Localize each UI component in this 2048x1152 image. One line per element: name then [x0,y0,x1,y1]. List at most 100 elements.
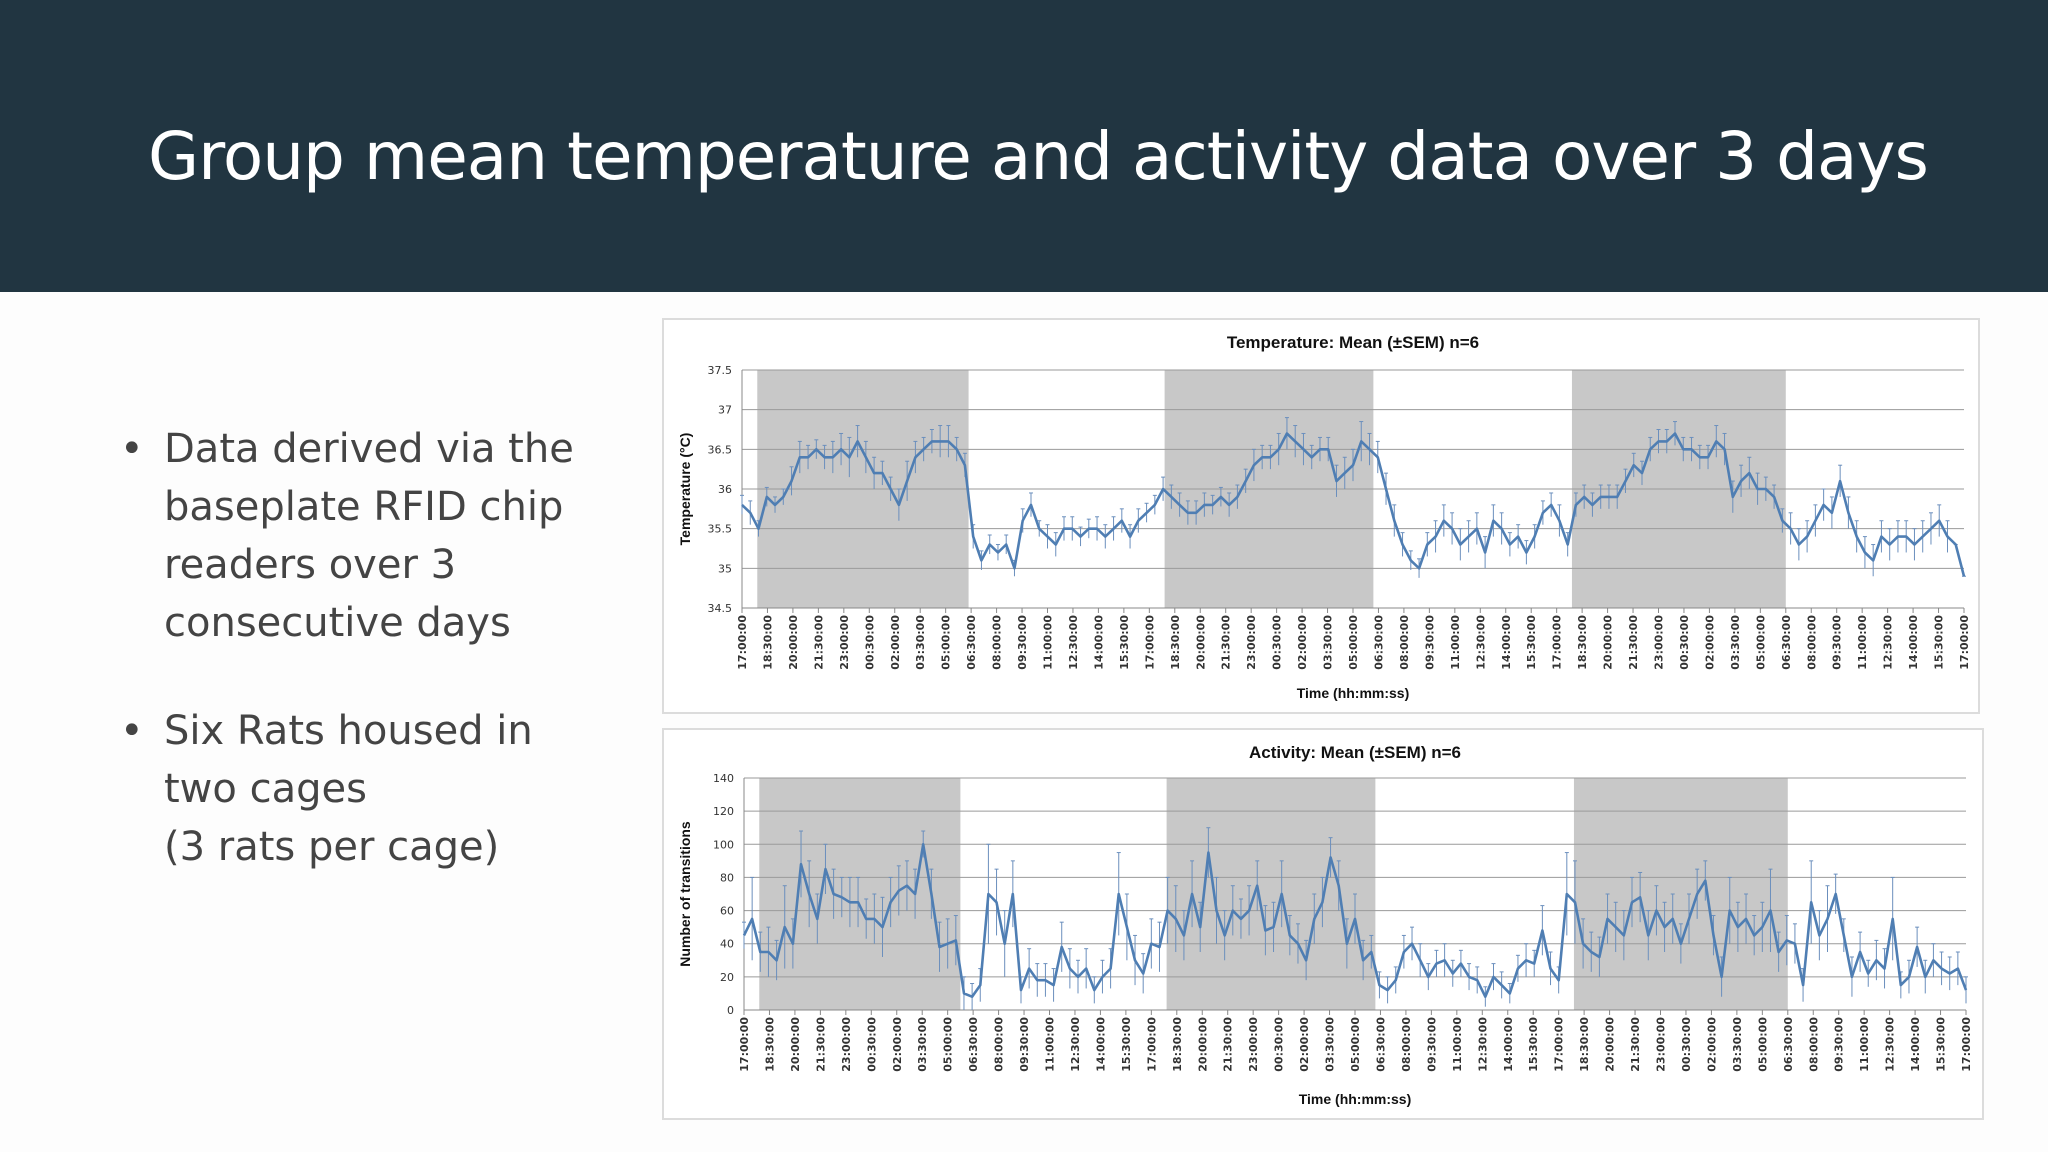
x-tick-label: 15:30:00 [1933,615,1946,670]
bullet-marker: • [120,708,144,754]
x-tick-label: 00:30:00 [1678,615,1691,670]
y-tick-label: 80 [720,871,734,884]
y-tick-label: 35.5 [708,523,733,536]
x-axis-label: Time (hh:mm:ss) [1299,1091,1412,1107]
x-tick-label: 11:00:00 [1449,615,1462,670]
x-tick-label: 06:30:00 [967,1017,980,1072]
x-tick-label: 02:00:00 [891,1017,904,1072]
x-tick-label: 05:00:00 [1347,615,1360,670]
x-tick-label: 17:00:00 [1958,615,1971,670]
x-tick-label: 06:30:00 [965,615,978,670]
bullet-text: Six Rats housed in two cages (3 rats per… [164,708,533,870]
x-tick-label: 11:00:00 [1042,615,1055,670]
x-tick-label: 00:30:00 [1271,615,1284,670]
x-tick-label: 11:00:00 [1044,1017,1057,1072]
x-tick-label: 05:00:00 [1349,1017,1362,1072]
y-axis-label: Number of transitions [677,821,693,967]
x-tick-label: 08:00:00 [991,615,1004,670]
y-tick-label: 120 [713,805,734,818]
x-tick-label: 14:00:00 [1907,615,1920,670]
x-tick-label: 11:00:00 [1858,1017,1871,1072]
x-tick-label: 23:00:00 [1247,1017,1260,1072]
y-tick-label: 36 [718,483,732,496]
x-tick-label: 17:00:00 [1143,615,1156,670]
x-tick-label: 17:00:00 [736,615,749,670]
chart-title: Activity: Mean (±SEM) n=6 [1249,743,1461,762]
x-tick-label: 09:30:00 [1018,1017,1031,1072]
x-tick-label: 23:00:00 [840,1017,853,1072]
x-tick-label: 18:30:00 [1169,615,1182,670]
x-tick-label: 12:30:00 [1069,1017,1082,1072]
bullet-item: • Six Rats housed in two cages (3 rats pe… [120,702,580,876]
x-tick-label: 12:30:00 [1067,615,1080,670]
x-tick-label: 20:00:00 [787,615,800,670]
x-tick-label: 00:30:00 [865,1017,878,1072]
x-tick-label: 09:30:00 [1423,615,1436,670]
activity-chart-panel: 0 20 40 60 80 100 120 140 17:00:00 18:30:00 20:00:… [662,728,1984,1120]
x-tick-label: 11:00:00 [1451,1017,1464,1072]
x-tick-label: 21:30:00 [1220,615,1233,670]
y-tick-label: 0 [727,1004,734,1017]
x-tick-label: 03:30:00 [914,615,927,670]
x-tick-label: 05:00:00 [942,1017,955,1072]
x-tick-label: 12:30:00 [1474,615,1487,670]
x-tick-label: 06:30:00 [1782,1017,1795,1072]
x-tick-label: 03:30:00 [1731,1017,1744,1072]
x-tick-label: 17:00:00 [1553,1017,1566,1072]
x-tick-label: 15:30:00 [1118,615,1131,670]
x-tick-label: 03:30:00 [916,1017,929,1072]
x-tick-label: 18:30:00 [1578,1017,1591,1072]
x-tick-label: 08:00:00 [1398,615,1411,670]
x-tick-label: 06:30:00 [1372,615,1385,670]
bullet-text: Data derived via the baseplate RFID chip… [164,426,574,646]
x-tick-label: 02:00:00 [1705,1017,1718,1072]
x-tick-label: 17:00:00 [1145,1017,1158,1072]
series-line [742,843,1968,998]
title-banner [0,0,2048,292]
x-tick-label: 17:00:00 [1960,1017,1973,1072]
x-tick-label: 05:00:00 [1754,615,1767,670]
x-tick-label: 14:00:00 [1094,1017,1107,1072]
y-tick-label: 140 [713,772,734,785]
x-tick-label: 20:00:00 [1194,615,1207,670]
x-tick-label: 18:30:00 [1171,1017,1184,1072]
temperature-chart: 34.5 35 35.5 36 36.5 37 37.5 17:00:00 18:30:00 20… [677,333,1971,701]
x-tick-label: 21:30:00 [814,1017,827,1072]
x-tick-label: 15:30:00 [1525,615,1538,670]
x-tick-label: 08:00:00 [1807,1017,1820,1072]
chart-title: Temperature: Mean (±SEM) n=6 [1227,333,1479,352]
x-tick-label: 02:00:00 [1703,615,1716,670]
activity-chart: 0 20 40 60 80 100 120 140 17:00:00 18:30:00 20:00:… [677,743,1973,1107]
x-tick-label: 02:00:00 [889,615,902,670]
x-axis-label: Time (hh:mm:ss) [1297,685,1410,701]
x-tick-label: 00:30:00 [1680,1017,1693,1072]
x-tick-label: 23:00:00 [1245,615,1258,670]
x-tick-label: 08:00:00 [1400,1017,1413,1072]
dark-period-shading [759,778,961,1010]
x-tick-label: 14:00:00 [1502,1017,1515,1072]
x-tick-label: 12:30:00 [1884,1017,1897,1072]
x-tick-label: 03:30:00 [1322,615,1335,670]
y-tick-label: 34.5 [708,602,733,615]
x-tick-label: 21:30:00 [1629,1017,1642,1072]
y-tick-label: 20 [720,971,734,984]
x-tick-label: 09:30:00 [1425,1017,1438,1072]
x-tick-label: 05:00:00 [940,615,953,670]
y-axis-label: Temperature (°C) [677,433,693,546]
x-tick-label: 09:30:00 [1016,615,1029,670]
x-tick-label: 18:30:00 [761,615,774,670]
y-tick-label: 37 [718,404,732,417]
x-tick-label: 18:30:00 [1576,615,1589,670]
y-tick-label: 36.5 [708,443,733,456]
x-tick-label: 05:00:00 [1756,1017,1769,1072]
y-tick-label: 60 [720,905,734,918]
x-tick-label: 21:30:00 [1222,1017,1235,1072]
x-tick-label: 15:30:00 [1935,1017,1948,1072]
x-tick-label: 00:30:00 [863,615,876,670]
x-tick-label: 15:30:00 [1527,1017,1540,1072]
x-tick-label: 20:00:00 [1602,615,1615,670]
temperature-chart-panel: 34.5 35 35.5 36 36.5 37 37.5 17:00:00 18:30:00 20… [662,318,1980,714]
x-tick-label: 21:30:00 [812,615,825,670]
bullet-list: • Data derived via the baseplate RFID chi… [120,420,580,926]
y-tick-label: 40 [720,938,734,951]
